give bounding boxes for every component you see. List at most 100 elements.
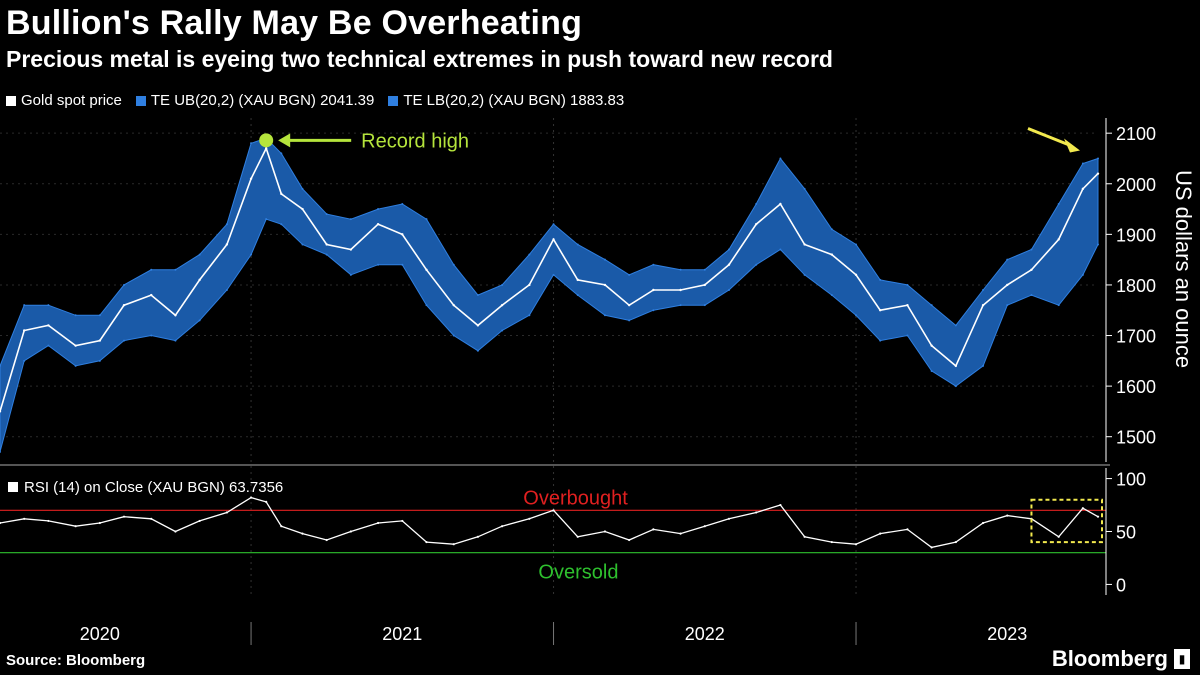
- gold-price-point: [906, 303, 909, 307]
- lower-band-point: [123, 339, 126, 342]
- gold-price-point: [754, 223, 758, 226]
- upper-band-point: [401, 203, 404, 205]
- rsi-y-tick-label: 100: [1116, 470, 1146, 490]
- upper-band-point: [123, 283, 126, 286]
- rsi-point: [830, 540, 833, 544]
- upper-band-point: [1081, 162, 1084, 165]
- rsi-point: [652, 528, 655, 531]
- upper-band-point: [855, 243, 858, 246]
- upper-band-point: [349, 218, 352, 221]
- legend-label-gold: Gold spot price: [21, 92, 122, 109]
- chart-subtitle: Precious metal is eyeing two technical e…: [6, 46, 833, 72]
- rsi-y-tick-label: 50: [1116, 523, 1136, 543]
- upper-band-point: [0, 364, 1, 367]
- lower-band-point: [855, 314, 858, 317]
- gold-price-point: [452, 303, 455, 307]
- lower-band-point: [280, 223, 283, 226]
- gold-price-point: [830, 253, 834, 256]
- x-tick-label: 2020: [80, 624, 120, 644]
- gold-price-point: [603, 283, 607, 287]
- gold-price-point: [401, 233, 404, 236]
- upper-band-point: [280, 152, 283, 155]
- gold-price-point: [981, 303, 985, 307]
- rsi-point: [150, 517, 153, 520]
- lower-band-point: [1057, 304, 1060, 307]
- gold-price-point: [174, 314, 177, 317]
- upper-band-point: [779, 157, 782, 160]
- record-high-marker: [259, 133, 274, 148]
- lower-band-point: [265, 218, 268, 221]
- lower-band-point: [528, 314, 531, 317]
- rsi-point: [249, 496, 253, 499]
- overbought-label: Overbought: [523, 487, 628, 509]
- upper-band-point: [425, 218, 428, 221]
- upper-band-point: [879, 278, 882, 281]
- rsi-point: [325, 538, 328, 542]
- upper-band-point: [803, 187, 806, 190]
- rsi-point: [727, 517, 731, 520]
- legend: Gold spot price TE UB(20,2) (XAU BGN) 20…: [6, 92, 624, 109]
- upper-band-point: [301, 187, 304, 190]
- gold-price-point: [476, 324, 480, 327]
- lower-band-point: [501, 329, 504, 332]
- rsi-y-axis-ticks: 0 50 100: [1105, 468, 1146, 595]
- legend-label-ub: TE UB(20,2) (XAU BGN) 2041.39: [150, 92, 375, 109]
- rsi-point: [74, 525, 77, 528]
- upper-band-point: [679, 268, 682, 271]
- rsi-point: [552, 509, 555, 512]
- x-tick-label: 2022: [685, 624, 725, 644]
- gold-price-point: [1030, 268, 1033, 271]
- upper-band-points: [0, 137, 1099, 367]
- lower-band-point: [576, 294, 579, 297]
- upper-band-point: [552, 223, 555, 226]
- gold-price-point: [22, 329, 26, 332]
- lower-band-point: [452, 334, 455, 337]
- gold-price-point: [280, 192, 283, 196]
- upper-band-point: [1057, 203, 1060, 205]
- lower-band-point: [250, 253, 253, 256]
- lower-band-point: [198, 319, 201, 322]
- gold-price-point: [150, 293, 153, 297]
- gold-price-point: [779, 202, 782, 206]
- lower-band-point: [98, 359, 101, 362]
- legend-item-gold: Gold spot price: [6, 92, 122, 109]
- upper-band-point: [727, 248, 730, 251]
- gold-price-point: [803, 243, 806, 246]
- upper-band-point: [528, 253, 531, 256]
- upper-band-point: [954, 324, 957, 327]
- gold-price-point: [727, 263, 731, 266]
- y-tick-label: 1700: [1116, 327, 1156, 347]
- legend-swatch-gold: [6, 95, 16, 106]
- upper-band-point: [1006, 258, 1009, 261]
- gold-price-line: [0, 146, 1099, 412]
- lower-band-point: [23, 359, 26, 362]
- rsi-point: [122, 515, 126, 518]
- chart-title: Bullion's Rally May Be Overheating: [6, 4, 583, 42]
- rsi-point: [1006, 514, 1009, 517]
- rsi-reference-lines: [0, 509, 1106, 554]
- lower-band-point: [401, 263, 404, 266]
- lower-band-point: [301, 243, 304, 246]
- rsi-point: [349, 530, 352, 533]
- gold-price-point: [854, 273, 858, 277]
- lower-band-point: [982, 364, 985, 367]
- gold-price-point: [627, 303, 631, 307]
- gold-price-point: [98, 339, 102, 342]
- rsi-point: [779, 503, 782, 507]
- lower-band-point: [0, 450, 1, 453]
- lower-band-point: [150, 334, 153, 337]
- rsi-point: [628, 538, 631, 542]
- lower-band-point: [879, 339, 882, 342]
- lower-band-point: [628, 319, 631, 322]
- rsi-legend-label: RSI (14) on Close (XAU BGN) 63.7356: [24, 479, 283, 496]
- legend-item-lb: TE LB(20,2) (XAU BGN) 1883.83: [388, 92, 624, 109]
- gold-price-point: [249, 177, 253, 180]
- upper-band-point: [906, 283, 909, 286]
- lower-band-point: [1006, 304, 1009, 307]
- rsi-point: [603, 530, 607, 533]
- record-high-label: Record high: [361, 130, 469, 152]
- upper-band-point: [23, 304, 26, 307]
- gold-price-point: [652, 288, 655, 292]
- rsi-point: [376, 521, 380, 525]
- lower-band-point: [476, 349, 479, 352]
